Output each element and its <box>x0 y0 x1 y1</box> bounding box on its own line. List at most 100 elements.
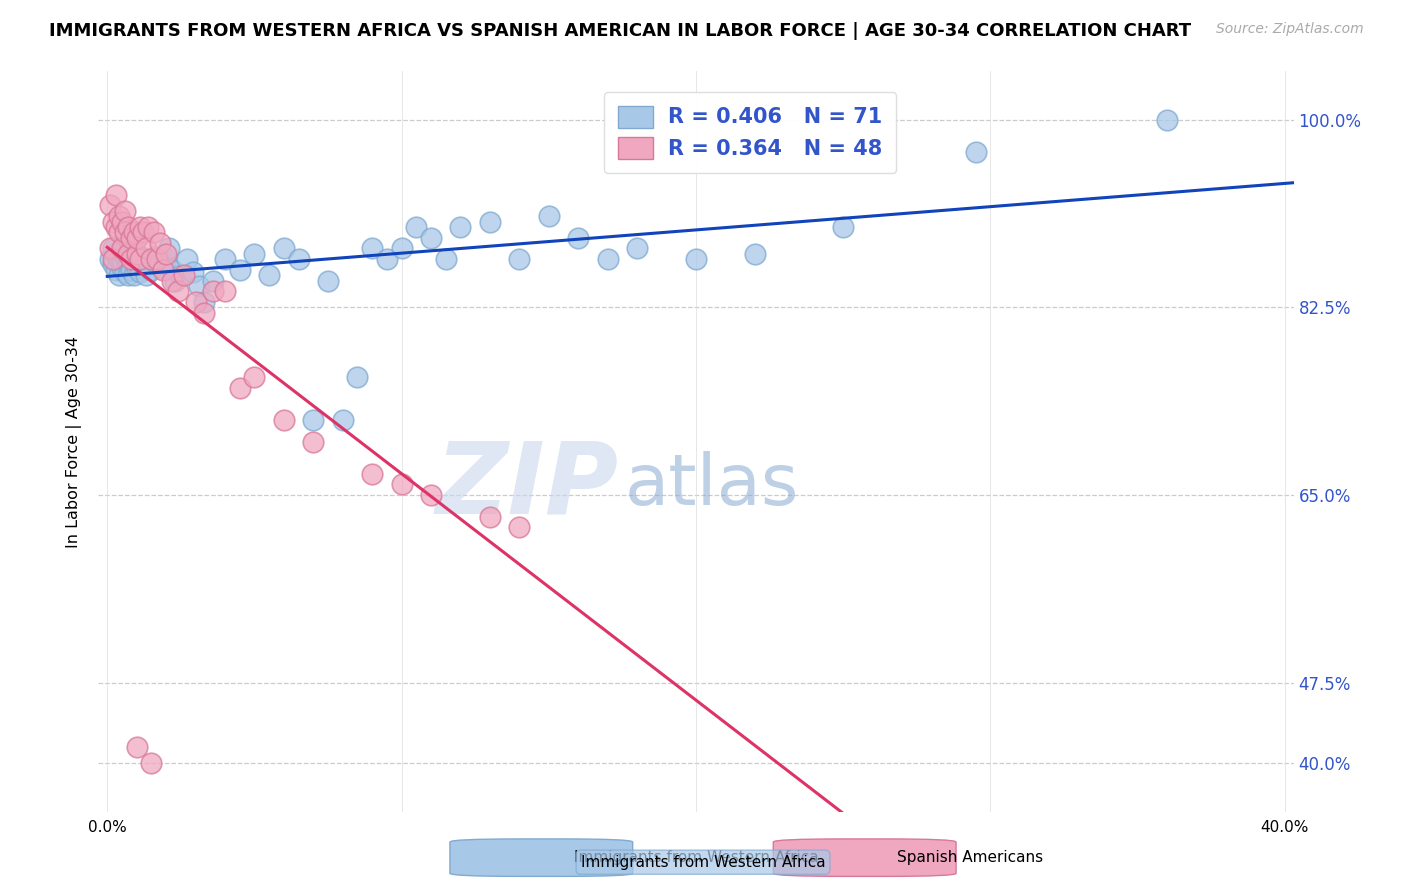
Point <box>405 219 427 234</box>
Point <box>114 225 136 239</box>
Point <box>508 252 530 267</box>
Text: Immigrants from Western Africa: Immigrants from Western Africa <box>574 850 818 865</box>
FancyBboxPatch shape <box>450 838 633 876</box>
Point <box>567 230 589 244</box>
Point <box>420 230 443 244</box>
Point <box>420 488 443 502</box>
Point <box>375 252 398 267</box>
Point <box>120 252 142 267</box>
Point <box>193 306 215 320</box>
Point <box>391 477 413 491</box>
Point <box>149 235 172 250</box>
Point <box>146 252 169 267</box>
Point <box>243 246 266 260</box>
Point <box>202 274 225 288</box>
Point <box>434 252 457 267</box>
Point <box>134 252 156 267</box>
Point <box>965 145 987 159</box>
Point <box>508 520 530 534</box>
Point <box>332 413 354 427</box>
Point <box>117 268 139 283</box>
Point <box>120 230 142 244</box>
Point <box>117 246 139 260</box>
FancyBboxPatch shape <box>773 838 956 876</box>
Point <box>111 260 134 275</box>
Point <box>146 258 169 272</box>
Text: Immigrants from Western Africa: Immigrants from Western Africa <box>581 855 825 870</box>
Point <box>170 268 193 283</box>
Point <box>450 219 472 234</box>
Point <box>122 225 145 239</box>
Text: IMMIGRANTS FROM WESTERN AFRICA VS SPANISH AMERICAN IN LABOR FORCE | AGE 30-34 CO: IMMIGRANTS FROM WESTERN AFRICA VS SPANIS… <box>49 22 1191 40</box>
Point <box>108 209 131 223</box>
Point <box>744 246 766 260</box>
Point <box>114 203 136 218</box>
Point <box>131 225 153 239</box>
Point <box>141 263 163 277</box>
Point <box>101 214 124 228</box>
Point <box>361 241 384 255</box>
Point <box>111 241 134 255</box>
Point <box>152 263 174 277</box>
Point <box>134 268 156 283</box>
Point <box>346 370 368 384</box>
Point <box>122 268 145 283</box>
Point <box>125 230 148 244</box>
Point <box>228 381 250 395</box>
Point <box>120 246 142 260</box>
Point <box>98 241 121 255</box>
Point <box>128 219 150 234</box>
Point <box>187 279 209 293</box>
Point <box>184 295 207 310</box>
Point <box>152 260 174 275</box>
Point <box>131 258 153 272</box>
Point <box>155 246 177 260</box>
Point <box>302 434 325 449</box>
Text: Source: ZipAtlas.com: Source: ZipAtlas.com <box>1216 22 1364 37</box>
Point <box>105 246 128 260</box>
Point <box>157 241 180 255</box>
Point <box>1156 112 1178 127</box>
Point <box>114 250 136 264</box>
Point <box>361 467 384 481</box>
Point <box>181 265 204 279</box>
Point <box>685 252 707 267</box>
Point <box>114 265 136 279</box>
Y-axis label: In Labor Force | Age 30-34: In Labor Force | Age 30-34 <box>66 335 83 548</box>
Point <box>832 219 855 234</box>
Point <box>173 268 195 283</box>
Point <box>257 268 280 283</box>
Point <box>117 219 139 234</box>
Point <box>160 274 183 288</box>
Text: atlas: atlas <box>624 451 799 520</box>
Legend: R = 0.406   N = 71, R = 0.364   N = 48: R = 0.406 N = 71, R = 0.364 N = 48 <box>605 92 896 173</box>
Point <box>138 258 160 272</box>
Point <box>101 258 124 272</box>
Point <box>214 285 236 299</box>
Point <box>125 260 148 275</box>
Point <box>125 740 148 755</box>
Point <box>122 254 145 268</box>
Point <box>117 252 139 267</box>
Point <box>120 263 142 277</box>
Text: ZIP: ZIP <box>436 437 619 534</box>
Point <box>111 254 134 268</box>
Point <box>105 187 128 202</box>
Point <box>128 265 150 279</box>
Point <box>155 252 177 267</box>
Point <box>537 209 560 223</box>
Point <box>138 219 160 234</box>
Point <box>128 252 150 267</box>
Point <box>117 258 139 272</box>
Point <box>228 263 250 277</box>
Point <box>125 246 148 260</box>
Point <box>141 756 163 771</box>
Point <box>108 225 131 239</box>
Point <box>108 252 131 267</box>
Point <box>143 250 166 264</box>
Point <box>134 241 156 255</box>
Point <box>149 254 172 268</box>
Point <box>111 246 134 260</box>
Point <box>391 241 413 255</box>
Point <box>105 219 128 234</box>
